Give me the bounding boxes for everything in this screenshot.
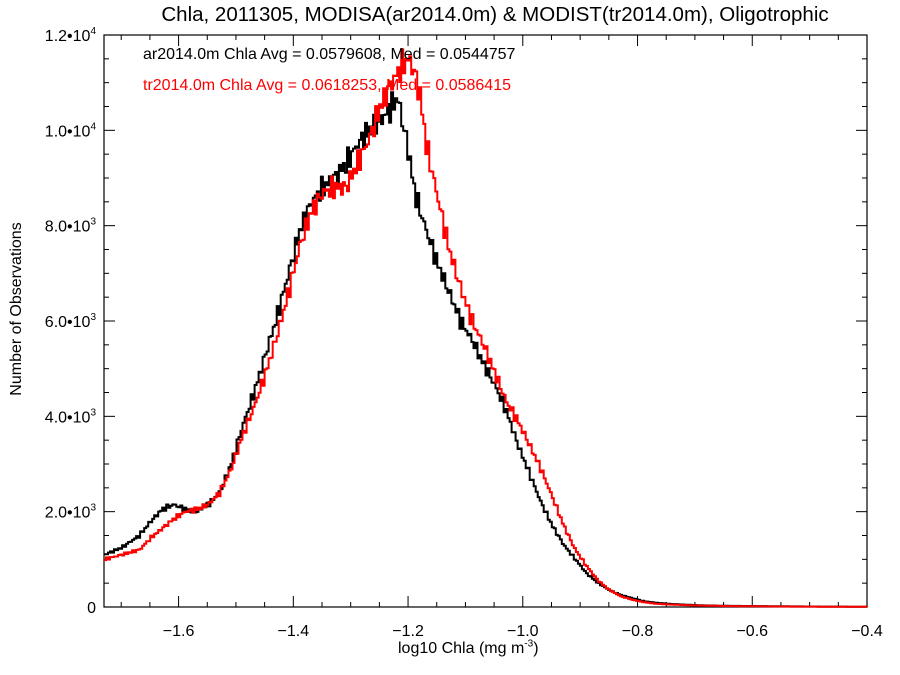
x-axis-label: log10 Chla (mg m-3) — [398, 638, 539, 657]
y-axis-label: Number of Observations — [8, 222, 25, 396]
x-tick-label: −0.6 — [736, 623, 768, 640]
y-tick-label: 2.0•103 — [45, 503, 97, 522]
annotation-tr2014: tr2014.0m Chla Avg = 0.0618253, Med = 0.… — [143, 77, 511, 94]
y-tick-label: 8.0•103 — [45, 217, 97, 236]
annotation-ar2014: ar2014.0m Chla Avg = 0.0579608, Med = 0.… — [143, 46, 516, 63]
y-tick-label: 6.0•103 — [45, 312, 97, 331]
y-tick-label: 4.0•103 — [45, 407, 97, 426]
x-tick-label: −1.6 — [163, 623, 195, 640]
axis-ticks: −1.6 −1.4 −1.2 −1.0 −0.8 −0.6 −0.4 0 2.0•103 4.0•… — [45, 26, 883, 640]
x-tick-label: −1.4 — [278, 623, 310, 640]
x-tick-label: −0.4 — [851, 623, 883, 640]
chart-title: Chla, 2011305, MODISA(ar2014.0m) & MODIS… — [161, 3, 829, 26]
y-tick-label: 1.0•104 — [45, 121, 97, 140]
x-tick-label: −1.0 — [507, 623, 539, 640]
series-layer — [104, 48, 868, 608]
y-tick-label: 1.2•104 — [45, 26, 97, 45]
plot-frame — [103, 34, 868, 608]
histogram-series-tr2014 — [104, 48, 868, 608]
y-tick-label: 0 — [87, 600, 96, 617]
x-tick-label: −1.2 — [392, 623, 424, 640]
x-tick-label: −0.8 — [622, 623, 654, 640]
